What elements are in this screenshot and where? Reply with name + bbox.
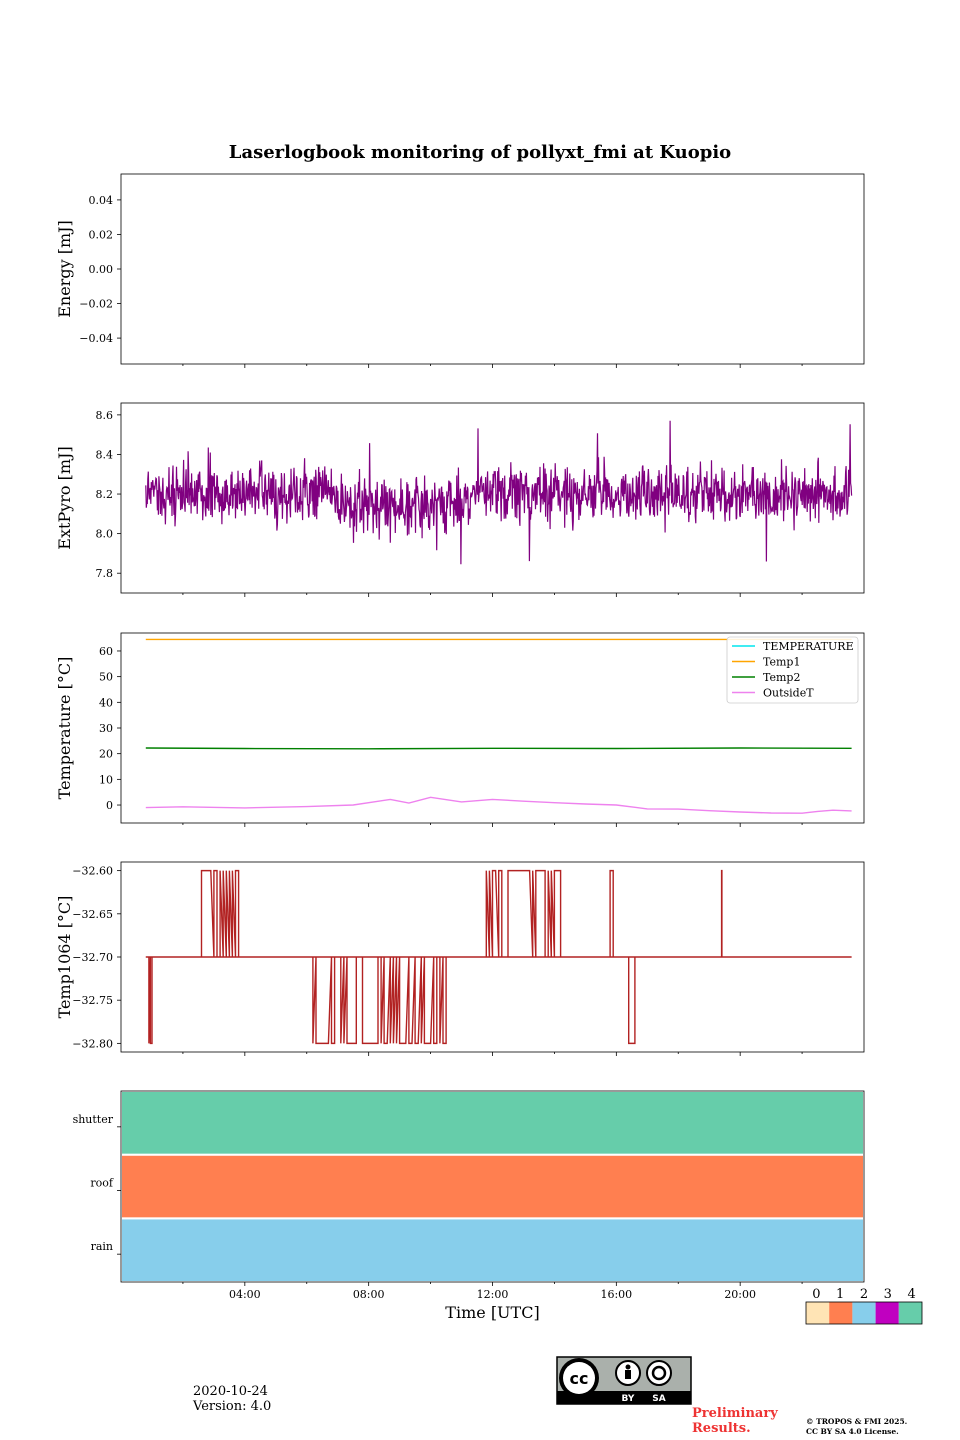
legend-label: TEMPERATURE xyxy=(763,640,854,653)
y-tick-label: 20 xyxy=(99,748,113,761)
version-label: Version: 4.0 xyxy=(193,1399,272,1414)
temp1064-high-segment xyxy=(609,869,614,957)
status-row-label: rain xyxy=(91,1240,113,1253)
temp1064-high-segment xyxy=(485,869,503,958)
colorbar-frame xyxy=(805,1301,923,1325)
colorbar-swatch-2 xyxy=(852,1302,876,1324)
colorbar-tick-label: 1 xyxy=(836,1287,844,1302)
y-tick-label: 7.8 xyxy=(96,567,114,580)
status-row-label: roof xyxy=(90,1177,114,1190)
y-axis-label: Temperature [°C] xyxy=(55,657,74,800)
status-row-shutter xyxy=(120,1090,865,1156)
x-axis-label: Time [UTC] xyxy=(445,1303,539,1322)
x-tick-label: 04:00 xyxy=(229,1288,261,1301)
legend-label: Temp1 xyxy=(763,656,800,669)
y-tick-label: 10 xyxy=(99,773,113,786)
extpyro-line xyxy=(145,420,853,565)
svg-text:cc: cc xyxy=(570,1369,589,1388)
y-tick-label: 8.4 xyxy=(96,448,114,461)
status-row-roof xyxy=(120,1153,865,1220)
copyright-line2: CC BY SA 4.0 License. xyxy=(806,1427,899,1436)
y-tick-label: 0.02 xyxy=(89,228,114,241)
x-tick-label: 08:00 xyxy=(353,1288,385,1301)
temp1064-low-segment xyxy=(361,957,379,1045)
temp1064-high-segment xyxy=(547,869,562,958)
license-badge: cc BY SA xyxy=(556,1356,692,1405)
y-tick-label: −0.04 xyxy=(79,332,113,345)
y-tick-label: 30 xyxy=(99,722,113,735)
y-axis-label: ExtPyro [mJ] xyxy=(55,446,74,549)
badge-by-label: BY xyxy=(622,1394,635,1404)
legend-label: Temp2 xyxy=(763,671,800,684)
temp1064-low-segment xyxy=(148,956,153,1045)
temp1064-high-segment xyxy=(219,869,240,958)
date-label: 2020-10-24 xyxy=(193,1384,268,1399)
temp1064-high-segment xyxy=(507,869,546,958)
status-panel: rain roof shutter 04:00 08:00 12:00 16:00 20:00… xyxy=(73,1090,865,1322)
y-tick-label: 60 xyxy=(99,645,113,658)
y-tick-label: −32.80 xyxy=(72,1037,113,1050)
colorbar-tick-label: 2 xyxy=(860,1287,868,1302)
plot-frame xyxy=(120,173,865,365)
y-axis-label: Temp1064 [°C] xyxy=(55,896,74,1019)
legend-label: OutsideT xyxy=(763,687,814,700)
copyright-line1: © TROPOS & FMI 2025. xyxy=(806,1417,908,1426)
y-tick-label: 8.6 xyxy=(96,409,114,422)
y-tick-label: −32.60 xyxy=(72,865,113,878)
badge-sa-label: SA xyxy=(652,1394,665,1404)
y-tick-label: 8.2 xyxy=(96,488,114,501)
plot-frame xyxy=(120,632,865,824)
preliminary-note: Preliminary Results. xyxy=(692,1406,778,1436)
temp1064-low-segment xyxy=(312,956,336,1045)
temperature-panel: 60 50 40 30 20 10 0 Temperature [°C] TEMPERATURE… xyxy=(55,632,865,827)
colorbar-swatch-3 xyxy=(875,1302,899,1324)
y-tick-label: 0.04 xyxy=(89,194,114,207)
y-tick-label: −32.70 xyxy=(72,951,113,964)
colorbar-tick-label: 4 xyxy=(907,1287,915,1302)
status-row-label: shutter xyxy=(73,1113,114,1126)
x-tick-label: 20:00 xyxy=(724,1288,756,1301)
y-axis-label: Energy [mJ] xyxy=(55,220,74,318)
colorbar-swatch-1 xyxy=(829,1302,853,1324)
x-tick-label: 12:00 xyxy=(477,1288,509,1301)
y-tick-label: 8.0 xyxy=(96,528,114,541)
temp1064-low-segment xyxy=(340,956,357,1045)
x-tick-label: 16:00 xyxy=(600,1288,632,1301)
preliminary-line2: Results. xyxy=(692,1421,751,1436)
plot-background xyxy=(121,174,864,364)
temp1064-panel: −32.60 −32.65 −32.70 −32.75 −32.80 Temp1064 [… xyxy=(55,861,865,1056)
preliminary-line1: Preliminary xyxy=(692,1406,778,1421)
temp1064-low-segment xyxy=(628,957,636,1045)
outsidet-line xyxy=(145,796,852,814)
copyright-note: © TROPOS & FMI 2025. CC BY SA 4.0 Licens… xyxy=(806,1417,907,1437)
y-tick-label: 0 xyxy=(106,799,113,812)
colorbar-tick-label: 3 xyxy=(884,1287,892,1302)
y-tick-label: 50 xyxy=(99,671,113,684)
plot-frame xyxy=(120,402,865,594)
colorbar-swatch-0 xyxy=(806,1302,830,1324)
temperature-legend: TEMPERATURE Temp1 Temp2 OutsideT xyxy=(726,636,859,704)
colorbar-swatch-4 xyxy=(898,1302,922,1324)
extpyro-panel: 8.6 8.4 8.2 8.0 7.8 ExtPyro [mJ] xyxy=(55,402,865,597)
plot-frame xyxy=(120,861,865,1053)
status-row-rain xyxy=(120,1217,865,1284)
y-tick-label: −32.75 xyxy=(72,994,113,1007)
figure-title: Laserlogbook monitoring of pollyxt_fmi a… xyxy=(229,142,731,163)
energy-panel: 0.04 0.02 0.00 −0.02 −0.04 Energy [mJ] xyxy=(55,173,865,368)
temp1064-high-segment xyxy=(200,869,218,958)
y-tick-label: −0.02 xyxy=(79,298,113,311)
y-tick-label: 0.00 xyxy=(89,263,114,276)
y-tick-label: −32.65 xyxy=(72,908,113,921)
temp2-line xyxy=(145,747,852,750)
legend-box xyxy=(726,636,859,704)
colorbar-tick-label: 0 xyxy=(812,1287,820,1302)
y-tick-label: 40 xyxy=(99,696,113,709)
share-alike-icon xyxy=(646,1360,672,1386)
temp1064-low-segment xyxy=(380,956,438,1045)
temp1064-low-segment xyxy=(439,956,447,1045)
